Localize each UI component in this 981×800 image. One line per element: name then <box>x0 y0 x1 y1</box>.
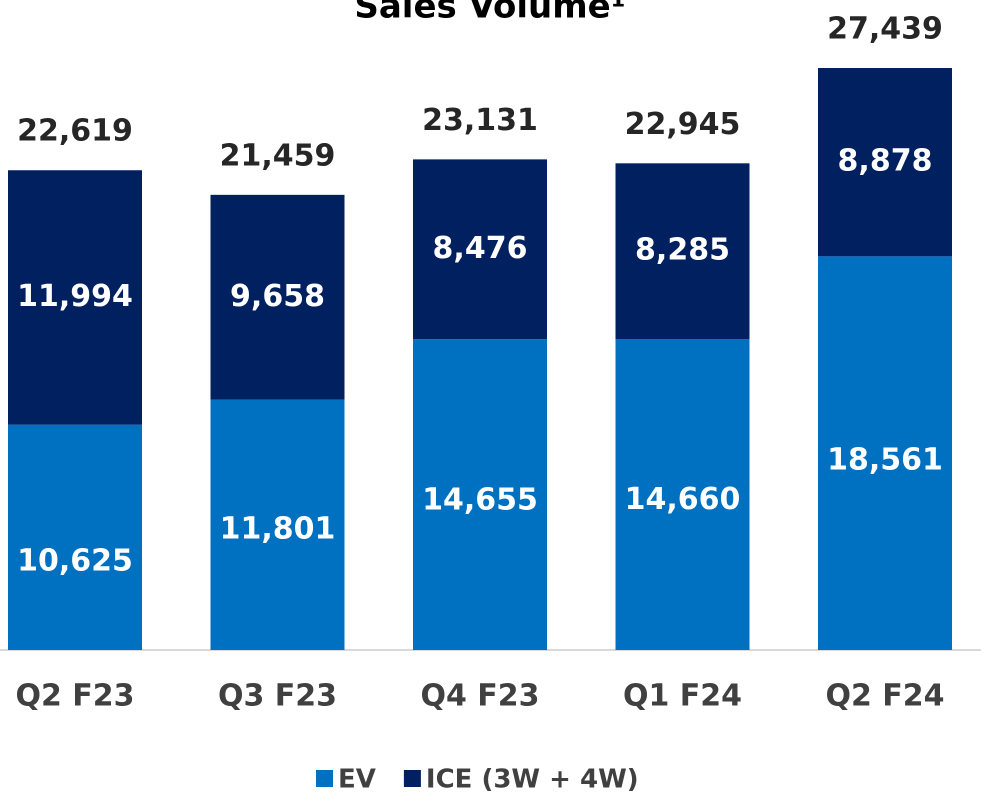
total-label: 22,619 <box>17 114 133 149</box>
x-tick-label: Q3 F23 <box>218 679 337 714</box>
value-label: 8,878 <box>838 144 933 179</box>
bar-segment <box>413 159 547 340</box>
bar-segment <box>818 256 952 650</box>
legend-label: ICE (3W + 4W) <box>426 765 639 795</box>
x-tick-label: Q1 F24 <box>623 679 742 714</box>
legend-swatch <box>403 770 421 787</box>
bar-segment <box>210 194 345 400</box>
total-label: 27,439 <box>827 12 943 47</box>
chart-title: Sales Volume¹ <box>354 0 625 27</box>
total-label: 21,459 <box>220 138 336 173</box>
bar-segment <box>210 399 345 650</box>
value-label: 11,801 <box>220 511 336 546</box>
value-label: 11,994 <box>17 279 133 314</box>
bar-segment <box>615 163 750 340</box>
value-label: 14,660 <box>625 482 741 517</box>
bar-segment <box>413 339 547 650</box>
bar-segment <box>615 339 750 650</box>
total-label: 23,131 <box>422 103 538 138</box>
value-label: 8,285 <box>635 233 730 268</box>
bar-segment <box>8 424 142 650</box>
legend-label: EV <box>338 765 376 795</box>
value-label: 10,625 <box>17 543 133 578</box>
value-label: 9,658 <box>230 279 325 314</box>
value-label: 8,476 <box>433 231 528 266</box>
x-tick-label: Q4 F23 <box>420 679 539 714</box>
x-tick-label: Q2 F23 <box>15 679 134 714</box>
bar-segment <box>818 68 952 257</box>
value-label: 18,561 <box>827 443 943 478</box>
bar-segment <box>8 170 142 425</box>
total-label: 22,945 <box>625 107 741 142</box>
value-label: 14,655 <box>422 482 538 517</box>
x-tick-label: Q2 F24 <box>825 679 944 714</box>
legend-swatch <box>316 770 333 787</box>
